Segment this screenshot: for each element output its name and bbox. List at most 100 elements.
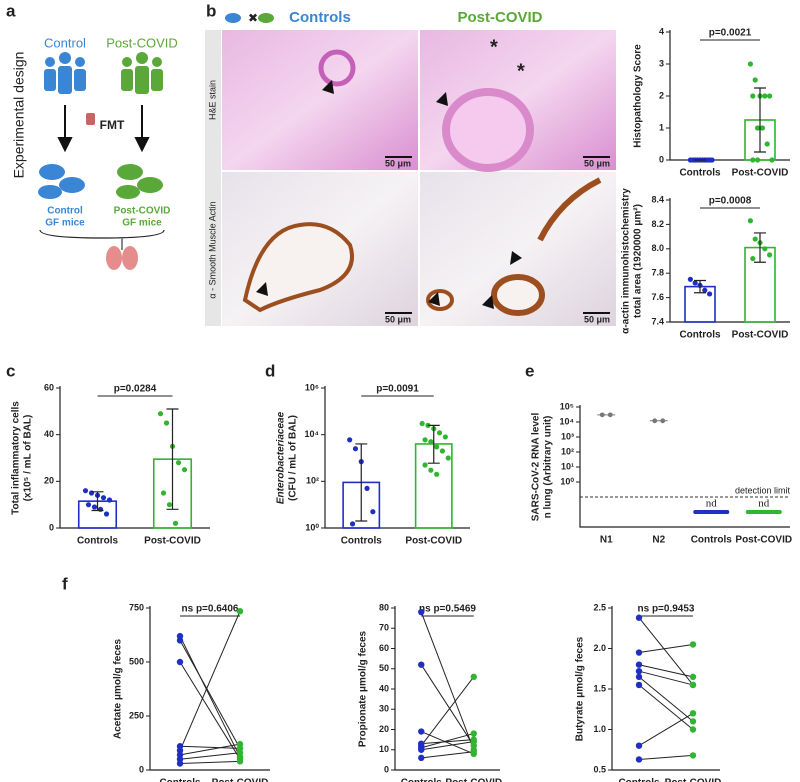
pair-line (421, 733, 474, 749)
data-point (750, 255, 756, 262)
data-point (707, 291, 713, 297)
data-point (157, 411, 164, 417)
data-point (689, 710, 697, 717)
x-tick-label: Post-COVID (732, 168, 789, 179)
axes (149, 606, 270, 771)
y-tick-label: 2.0 (593, 643, 606, 653)
x-tick-label: Controls (401, 778, 443, 782)
pair-line (638, 617, 694, 686)
panel-label: a (6, 1, 16, 20)
data-point (176, 637, 184, 644)
data-point (769, 157, 775, 163)
fmt-icon (86, 113, 95, 125)
axes (669, 30, 790, 161)
data-point (236, 745, 244, 752)
data-point (106, 497, 113, 503)
axes (579, 405, 790, 528)
axes (669, 198, 790, 323)
data-point (100, 495, 107, 501)
x-tick-label: Controls (618, 778, 660, 782)
y-axis-label: Histopathology Score (633, 44, 644, 148)
data-point (635, 673, 643, 681)
pair-line (638, 670, 694, 686)
data-point (166, 502, 173, 508)
data-point (418, 728, 425, 735)
data-point (370, 509, 376, 515)
data-point (759, 125, 766, 131)
x-tick-label: Post-COVID (405, 536, 462, 547)
pair-line (179, 752, 241, 760)
data-point (85, 502, 92, 508)
y-tick-label: 1 (659, 122, 664, 132)
y-tick-label: 60 (44, 382, 54, 392)
y-axis-label: Enterobacteriaceae (276, 411, 287, 504)
x-tick-label: Controls (77, 536, 119, 547)
pair-line (420, 676, 475, 747)
y-tick-label: 10² (561, 446, 574, 456)
nd-label: nd (706, 498, 718, 510)
error-bar (694, 279, 706, 294)
p-value: ns p=0.6406 (182, 604, 239, 615)
pair-line (638, 676, 694, 722)
data-point (181, 467, 188, 473)
group-label: Control (44, 35, 86, 50)
p-value: ns p=0.5469 (419, 604, 476, 615)
mice-label: Post-COVID (114, 206, 171, 217)
data-point (709, 157, 715, 163)
data-point (445, 455, 451, 461)
data-point (428, 467, 434, 473)
y-tick-label: 8.2 (651, 219, 664, 229)
pair-line (179, 760, 241, 765)
y-tick-label: 7.8 (651, 268, 664, 278)
pair-line (179, 661, 241, 760)
data-point (689, 726, 697, 733)
fmt-label: FMT (100, 118, 125, 132)
data-point (635, 614, 643, 621)
p-value: p=0.0284 (114, 384, 157, 395)
pair-line (420, 664, 475, 746)
x-tick-label: N2 (652, 535, 665, 546)
y-axis-label: (CFU / mL of BAL) (288, 415, 299, 501)
data-point (689, 718, 697, 725)
panel-label: d (265, 361, 275, 380)
axes (611, 606, 720, 771)
data-point (692, 280, 698, 286)
y-tick-label: 750 (129, 602, 144, 612)
data-point (635, 661, 643, 668)
y-tick-label: 30 (379, 704, 389, 714)
error-bar (91, 491, 104, 512)
data-point (747, 61, 754, 67)
pair-line (638, 664, 694, 678)
data-point (349, 521, 356, 527)
data-point (750, 157, 756, 163)
y-tick-label: 10 (379, 744, 389, 754)
data-point (767, 252, 773, 258)
data-point (434, 444, 440, 450)
y-tick-label: 10² (306, 476, 319, 486)
pair-line (179, 640, 241, 749)
x-tick-label: Controls (679, 168, 721, 179)
pair-line (179, 743, 241, 756)
data-point (103, 511, 110, 517)
row-strip (205, 30, 221, 326)
scale-bar-label: 50 μm (584, 314, 610, 324)
data-point (470, 673, 477, 681)
p-value: p=0.0008 (709, 196, 752, 207)
data-point (172, 520, 179, 526)
data-point (767, 93, 773, 99)
data-point (82, 488, 89, 494)
data-point (175, 460, 182, 466)
y-tick-label: 20 (379, 724, 389, 734)
pair-line (179, 745, 241, 749)
y-tick-label: 10⁵ (560, 401, 574, 411)
y-axis-label: α-actin immunohistochemistry (621, 188, 632, 334)
column-header: Post-COVID (457, 9, 542, 26)
data-point (750, 93, 756, 99)
y-tick-label: 10⁴ (305, 429, 319, 439)
error-bar (166, 408, 179, 510)
design-title: Experimental design (11, 52, 27, 179)
nd-marker (745, 510, 782, 514)
y-tick-label: 4 (659, 26, 664, 36)
data-point (97, 506, 104, 512)
y-tick-label: 10⁰ (305, 522, 319, 532)
